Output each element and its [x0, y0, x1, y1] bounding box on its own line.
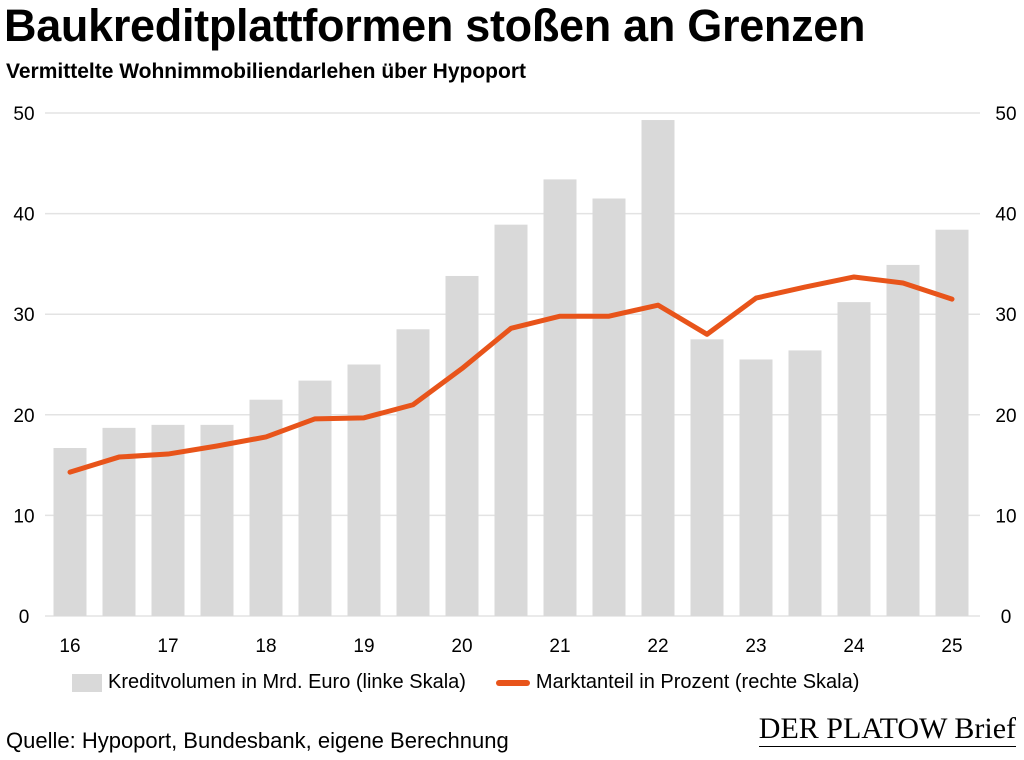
legend-bar-swatch — [72, 673, 102, 692]
x-tick-label: 17 — [157, 636, 178, 657]
legend-bar-label: Kreditvolumen in Mrd. Euro (linke Skala) — [108, 671, 466, 693]
x-tick-label: 19 — [353, 636, 374, 657]
bar — [788, 350, 822, 616]
bar — [396, 329, 430, 616]
y-left-tick-label: 50 — [13, 104, 34, 125]
y-left-tick-label: 0 — [19, 607, 30, 628]
bar — [347, 364, 381, 616]
bar — [592, 198, 626, 616]
y-right-tick-label: 20 — [995, 406, 1016, 427]
bar — [690, 339, 724, 616]
y-right-tick-label: 0 — [1001, 607, 1012, 628]
legend-line-label: Marktanteil in Prozent (rechte Skala) — [535, 671, 860, 693]
x-tick-label: 24 — [843, 636, 865, 657]
bar — [298, 380, 332, 616]
y-right-tick-label: 30 — [995, 305, 1016, 326]
bar — [641, 120, 675, 617]
y-left-tick-label: 40 — [13, 205, 34, 226]
chart-title: Baukreditplattformen stoßen an Grenzen — [4, 0, 866, 51]
legend-line-swatch — [495, 679, 530, 686]
x-tick-label: 20 — [451, 636, 472, 657]
y-left-tick-label: 20 — [13, 406, 34, 427]
x-tick-label: 21 — [549, 636, 570, 657]
x-tick-label: 16 — [59, 636, 80, 657]
x-tick-label: 25 — [941, 636, 962, 657]
y-left-tick-label: 30 — [13, 305, 34, 326]
x-tick-label: 22 — [647, 636, 668, 657]
legend: Kreditvolumen in Mrd. Euro (linke Skala)… — [72, 671, 859, 694]
bar — [886, 264, 920, 616]
bar — [739, 359, 773, 616]
chart-subtitle: Vermittelte Wohnimmobiliendarlehen über … — [6, 60, 527, 83]
bar — [543, 179, 577, 616]
y-right-tick-label: 10 — [995, 506, 1016, 527]
y-right-tick-label: 50 — [995, 104, 1016, 125]
bar — [935, 229, 969, 617]
x-tick-label: 23 — [745, 636, 766, 657]
source-note: Quelle: Hypoport, Bundesbank, eigene Ber… — [6, 728, 509, 753]
bar — [200, 424, 234, 616]
bar — [837, 302, 871, 616]
x-tick-label: 18 — [255, 636, 276, 657]
y-right-tick-label: 40 — [995, 205, 1016, 226]
publisher-logo: DER PLATOW Brief — [758, 712, 1016, 747]
y-left-tick-label: 10 — [13, 506, 34, 527]
bar — [53, 447, 87, 616]
bar — [445, 275, 479, 616]
bar — [494, 224, 528, 616]
